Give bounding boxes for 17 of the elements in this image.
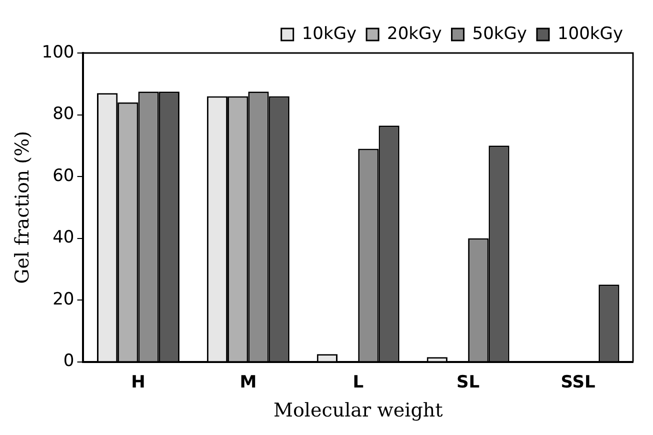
x-tick-label: L bbox=[352, 372, 364, 392]
x-axis-title: Molecular weight bbox=[274, 400, 444, 422]
legend-label: 20kGy bbox=[387, 24, 442, 44]
y-axis-title: Gel fraction (%) bbox=[11, 130, 34, 284]
x-tick-label: SL bbox=[456, 372, 480, 392]
legend-label: 10kGy bbox=[302, 24, 357, 44]
y-tick-label: 40 bbox=[52, 228, 74, 248]
legend-label: 100kGy bbox=[557, 24, 624, 44]
x-tick-label: M bbox=[240, 372, 257, 392]
y-tick-label: 100 bbox=[42, 42, 74, 62]
y-tick-label: 60 bbox=[52, 166, 74, 186]
y-tick-label: 80 bbox=[52, 104, 74, 124]
x-tick-label: H bbox=[131, 372, 146, 392]
y-tick-label: 20 bbox=[52, 289, 74, 310]
x-tick-label: SSL bbox=[560, 372, 596, 392]
legend-label: 50kGy bbox=[472, 24, 527, 44]
y-tick-label: 0 bbox=[63, 351, 74, 372]
